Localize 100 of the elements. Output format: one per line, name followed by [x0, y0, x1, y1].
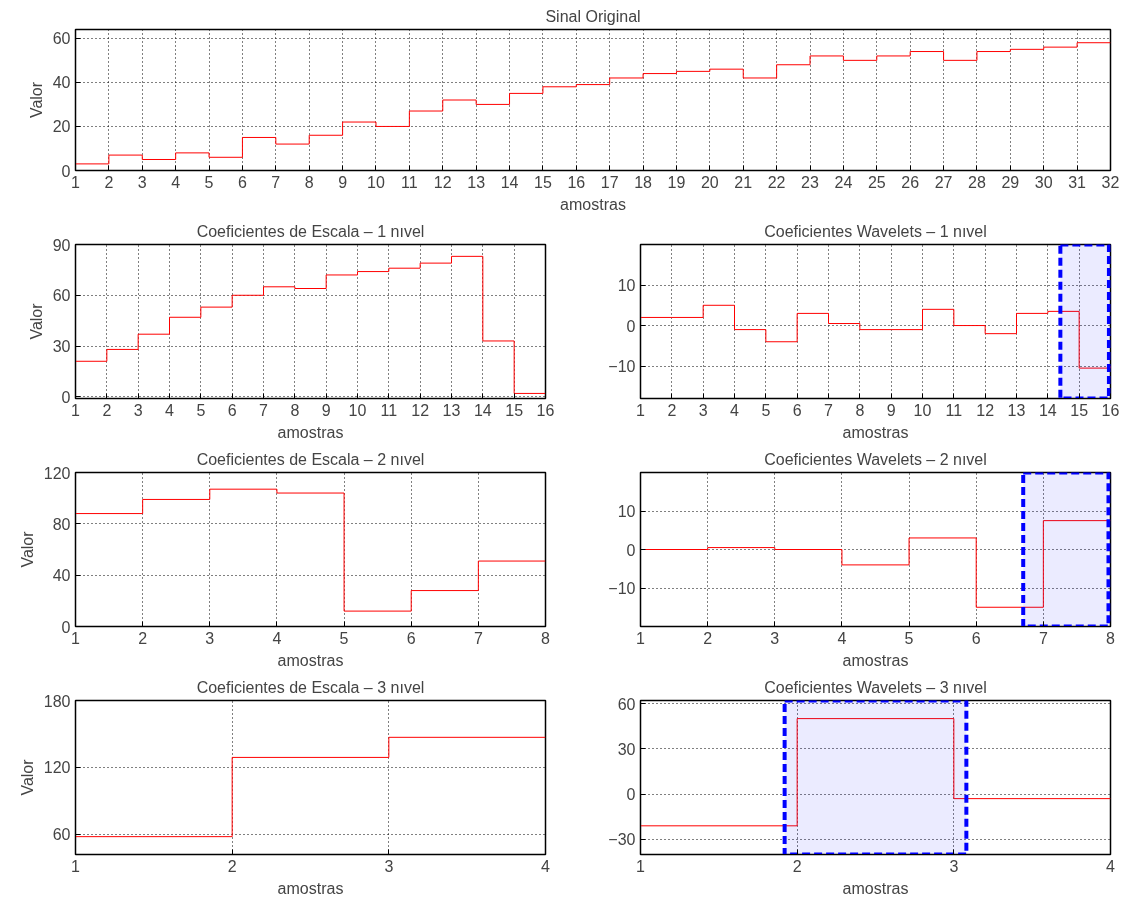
x-tick-label: 26 — [901, 173, 920, 191]
x-tick-label: 7 — [259, 401, 269, 419]
x-tick-label: 12 — [411, 401, 430, 419]
x-tick-label: 6 — [971, 629, 981, 647]
x-tick-label: 2 — [138, 629, 148, 647]
x-tick-label: 4 — [171, 173, 181, 191]
y-tick-label: 60 — [617, 695, 636, 713]
x-tick-label: 11 — [945, 401, 963, 419]
x-tick-label: 31 — [1068, 173, 1087, 191]
y-tick-label: 60 — [52, 826, 71, 844]
x-tick-label: 4 — [165, 401, 175, 419]
x-tick-label: 4 — [541, 857, 551, 875]
x-tick-label: 12 — [976, 401, 995, 419]
x-tick-label: 5 — [204, 173, 214, 191]
y-axis-title: Valor — [18, 758, 36, 796]
y-tick-label: 30 — [617, 740, 636, 758]
y-tick-label: 120 — [43, 464, 71, 482]
x-tick-label: 3 — [133, 401, 143, 419]
y-tick-label: 30 — [52, 338, 71, 356]
y-tick-label: 60 — [52, 30, 71, 48]
x-tick-label: 6 — [406, 629, 416, 647]
y-axis-title: Valor — [27, 302, 45, 340]
y-tick-label: 40 — [52, 567, 71, 585]
x-tick-label: 11 — [401, 173, 418, 191]
x-tick-label: 4 — [1106, 857, 1116, 875]
x-tick-label: 21 — [734, 173, 753, 191]
chart-title: Coeficientes de Escala – 1 nıvel — [196, 222, 425, 240]
x-tick-label: 15 — [534, 173, 552, 191]
x-tick-label: 10 — [367, 173, 385, 191]
x-tick-label: 23 — [801, 173, 820, 191]
x-tick-label: 3 — [698, 401, 708, 419]
x-tick-label: 7 — [271, 173, 281, 191]
y-tick-label: 10 — [617, 503, 636, 520]
x-tick-label: 1 — [636, 857, 646, 875]
x-tick-label: 8 — [541, 629, 551, 647]
x-tick-label: 14 — [473, 401, 492, 419]
x-tick-label: 3 — [770, 629, 780, 647]
x-tick-label: 5 — [761, 401, 771, 419]
x-tick-label: 17 — [600, 173, 619, 191]
y-tick-label: 0 — [626, 317, 636, 335]
x-tick-label: 11 — [380, 401, 398, 419]
x-tick-label: 14 — [1038, 401, 1057, 419]
x-tick-label: 13 — [442, 401, 461, 419]
x-tick-label: 1 — [636, 401, 646, 419]
y-tick-label: 0 — [61, 162, 71, 180]
x-tick-label: 3 — [949, 857, 959, 875]
x-tick-label: 10 — [348, 401, 367, 419]
x-tick-label: 15 — [505, 401, 524, 419]
x-tick-label: 1 — [71, 173, 81, 191]
x-tick-label: 24 — [834, 173, 853, 191]
x-tick-label: 2 — [104, 173, 114, 191]
x-tick-label: 14 — [500, 173, 519, 191]
x-tick-label: 30 — [1034, 173, 1053, 191]
x-tick-label: 1 — [636, 629, 646, 647]
x-tick-label: 16 — [1101, 401, 1120, 419]
y-tick-label: 0 — [61, 388, 71, 406]
x-tick-label: 7 — [1038, 629, 1048, 647]
x-axis-title: amostras — [277, 879, 344, 897]
x-tick-label: 4 — [837, 629, 847, 647]
x-tick-label: 3 — [205, 629, 215, 647]
chart-title: Sinal Original — [545, 7, 641, 25]
x-tick-label: 8 — [290, 401, 300, 419]
x-tick-label: 13 — [467, 173, 486, 191]
chart-title: Coeficientes Wavelets – 3 nıvel — [764, 678, 987, 696]
y-tick-label: 90 — [52, 236, 71, 254]
x-tick-label: 13 — [1007, 401, 1026, 419]
y-tick-label: 120 — [43, 759, 71, 777]
x-tick-label: 8 — [855, 401, 865, 419]
x-tick-label: 5 — [339, 629, 349, 647]
chart-title: Coeficientes de Escala – 3 nıvel — [196, 678, 425, 696]
x-tick-label: 9 — [321, 401, 331, 419]
x-tick-label: 12 — [433, 173, 452, 191]
x-tick-label: 29 — [1001, 173, 1020, 191]
x-tick-label: 18 — [634, 173, 653, 191]
chart-title: Coeficientes Wavelets – 2 nıvel — [764, 450, 987, 468]
x-tick-label: 10 — [913, 401, 932, 419]
x-tick-label: 2 — [792, 857, 802, 875]
x-tick-label: 20 — [700, 173, 719, 191]
x-tick-label: 16 — [567, 173, 586, 191]
y-axis-title: Valor — [18, 530, 36, 568]
x-tick-label: 1 — [71, 629, 81, 647]
y-tick-label: 0 — [626, 541, 636, 559]
x-tick-label: 2 — [102, 401, 112, 419]
y-tick-label: 0 — [626, 786, 636, 804]
y-tick-label: 60 — [52, 287, 71, 305]
x-tick-label: 1 — [71, 857, 81, 875]
x-tick-label: 25 — [867, 173, 886, 191]
x-tick-label: 2 — [703, 629, 713, 647]
x-tick-label: 5 — [904, 629, 914, 647]
x-tick-label: 15 — [1070, 401, 1089, 419]
x-axis-title: amostras — [277, 423, 344, 441]
x-tick-label: 22 — [767, 173, 786, 191]
y-tick-label: 40 — [52, 74, 71, 92]
x-axis-title: amostras — [842, 879, 909, 897]
y-tick-label: 10 — [617, 277, 636, 295]
y-tick-label: 20 — [52, 118, 71, 136]
y-tick-label: −10 — [608, 358, 636, 376]
x-tick-label: 4 — [730, 401, 740, 419]
x-tick-label: 9 — [886, 401, 896, 419]
x-tick-label: 1 — [71, 401, 81, 419]
